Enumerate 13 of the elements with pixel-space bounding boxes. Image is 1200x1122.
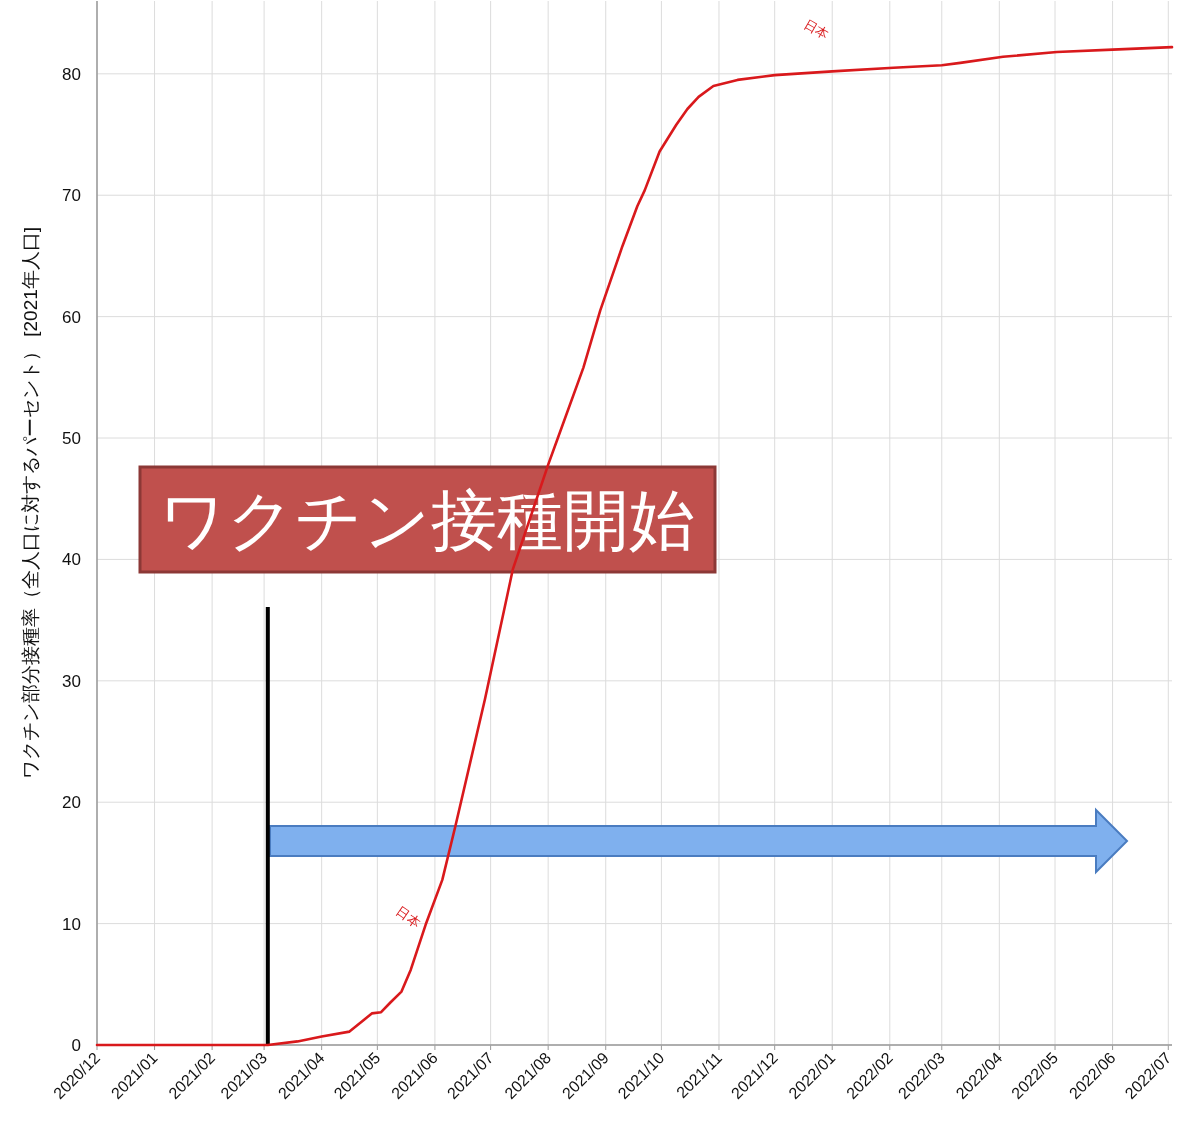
y-tick-label: 0	[71, 1036, 81, 1055]
y-tick-label: 50	[62, 429, 81, 449]
y-tick-label: 30	[62, 671, 81, 691]
y-tick-label: 60	[62, 307, 81, 327]
y-axis-title: ワクチン部分接種率（全人口に対するパーセント） [2021年人口]	[20, 226, 41, 780]
y-tick-label: 10	[62, 914, 81, 934]
y-tick-label: 80	[62, 64, 81, 84]
ref-line-label: ワクチン接種開始	[159, 483, 695, 557]
text: 日本	[801, 16, 832, 43]
y-tick-label: 20	[62, 793, 81, 813]
y-tick-label: 70	[62, 186, 81, 206]
text: 日本	[393, 903, 424, 931]
y-tick-label: 40	[62, 550, 81, 570]
